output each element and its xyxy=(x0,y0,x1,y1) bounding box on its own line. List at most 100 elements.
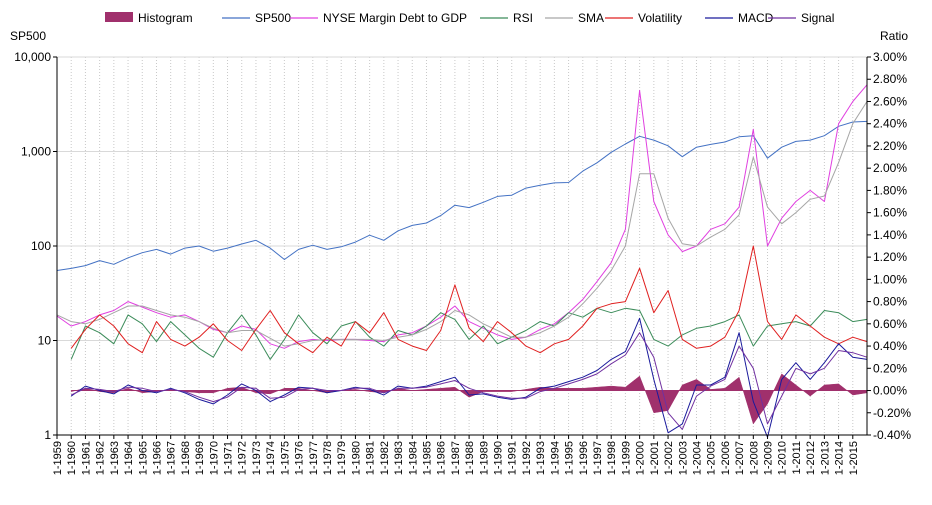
x-tick-label: 1-2013 xyxy=(819,441,831,475)
x-tick-label: 1-1983 xyxy=(393,441,405,475)
x-tick-label: 1-1985 xyxy=(421,441,433,475)
x-tick-label: 1-1972 xyxy=(237,441,249,475)
x-tick-label: 1-2009 xyxy=(763,441,775,475)
right-tick-label: 0.40% xyxy=(873,339,907,353)
x-tick-label: 1-2015 xyxy=(848,441,860,475)
x-tick-label: 1-1961 xyxy=(80,441,92,475)
left-tick-label: 1 xyxy=(44,428,51,442)
x-tick-label: 1-2003 xyxy=(677,441,689,475)
x-tick-label: 1-1960 xyxy=(66,441,78,475)
x-tick-label: 1-1995 xyxy=(564,441,576,475)
right-tick-label: 2.60% xyxy=(873,94,907,108)
right-tick-label: 1.00% xyxy=(873,272,907,286)
left-axis-title: SP500 xyxy=(10,29,46,43)
right-tick-label: 0.00% xyxy=(873,384,907,398)
x-tick-label: 1-1962 xyxy=(95,441,107,475)
x-tick-label: 1-1981 xyxy=(365,441,377,475)
x-tick-label: 1-1963 xyxy=(109,441,121,475)
x-tick-label: 1-2007 xyxy=(734,441,746,475)
right-tick-label: 2.40% xyxy=(873,117,907,131)
right-tick-label: 2.20% xyxy=(873,139,907,153)
x-tick-label: 1-1974 xyxy=(265,441,277,475)
x-tick-label: 1-1975 xyxy=(279,441,291,475)
x-tick-label: 1-2001 xyxy=(649,441,661,475)
right-axis-ticks: -0.40% -0.20% 0.00% 0.20% 0.40% 0.60% 0.80% 1.0… xyxy=(867,50,911,442)
left-tick-label: 10,000 xyxy=(14,50,51,64)
left-axis-ticks: 1 10 100 1,000 10,000 xyxy=(14,50,57,442)
right-tick-label: 3.00% xyxy=(873,50,907,64)
series-sma-line xyxy=(56,101,868,347)
x-tick-label: 1-1966 xyxy=(151,441,163,475)
x-tick-label: 1-1988 xyxy=(464,441,476,475)
x-tick-label: 1-1969 xyxy=(194,441,206,475)
legend-label: NYSE Margin Debt to GDP xyxy=(323,11,467,25)
right-tick-label: 1.40% xyxy=(873,228,907,242)
x-tick-label: 1-1999 xyxy=(620,441,632,475)
x-tick-label: 1-2005 xyxy=(706,441,718,475)
x-tick-label: 1-1968 xyxy=(180,441,192,475)
x-tick-label: 1-1970 xyxy=(208,441,220,475)
x-tick-label: 1-1979 xyxy=(336,441,348,475)
legend-swatch-histogram xyxy=(105,12,133,22)
x-tick-label: 1-2004 xyxy=(691,441,703,475)
x-axis-ticks: 1-1959 1-1960 1-1961 1-1962 1-1963 1-1964 1-19… xyxy=(52,435,860,475)
x-tick-label: 1-2010 xyxy=(777,441,789,475)
right-axis-title: Ratio xyxy=(880,29,908,43)
x-tick-label: 1-1990 xyxy=(493,441,505,475)
x-tick-label: 1-2000 xyxy=(635,441,647,475)
x-tick-label: 1-1964 xyxy=(123,441,135,475)
x-tick-label: 1-1967 xyxy=(166,441,178,475)
x-tick-label: 1-2002 xyxy=(663,441,675,475)
x-tick-label: 1-1986 xyxy=(436,441,448,475)
x-tick-label: 1-1977 xyxy=(308,441,320,475)
right-tick-label: 1.80% xyxy=(873,183,907,197)
x-tick-label: 1-2008 xyxy=(748,441,760,475)
x-tick-label: 1-1991 xyxy=(507,441,519,475)
x-tick-label: 1-1973 xyxy=(251,441,263,475)
series-rsi-line xyxy=(70,307,868,360)
right-tick-label: -0.20% xyxy=(873,406,911,420)
right-tick-label: -0.40% xyxy=(873,428,911,442)
right-tick-label: 0.20% xyxy=(873,361,907,375)
x-tick-label: 1-1959 xyxy=(52,441,64,475)
right-tick-label: 2.00% xyxy=(873,161,907,175)
grid-layer xyxy=(56,56,867,436)
legend-label: Signal xyxy=(801,11,834,25)
x-tick-label: 1-1971 xyxy=(223,441,235,475)
x-tick-label: 1-2011 xyxy=(791,441,803,474)
legend-label: Histogram xyxy=(138,11,193,25)
right-tick-label: 0.60% xyxy=(873,317,907,331)
x-tick-label: 1-1992 xyxy=(521,441,533,475)
x-tick-label: 1-1978 xyxy=(322,441,334,475)
x-tick-label: 1-1976 xyxy=(294,441,306,475)
right-tick-label: 1.60% xyxy=(873,206,907,220)
x-tick-label: 1-1980 xyxy=(350,441,362,475)
series-layer xyxy=(56,84,868,438)
right-tick-label: 2.80% xyxy=(873,72,907,86)
x-tick-label: 1-1987 xyxy=(450,441,462,475)
x-tick-label: 1-1982 xyxy=(379,441,391,475)
legend-label: MACD xyxy=(738,11,774,25)
series-volatility-line xyxy=(70,245,868,354)
series-macd-line xyxy=(70,317,868,438)
x-tick-label: 1-1994 xyxy=(549,441,561,475)
x-tick-label: 1-1993 xyxy=(535,441,547,475)
right-tick-label: 0.80% xyxy=(873,295,907,309)
x-tick-label: 1-2012 xyxy=(805,441,817,475)
legend-label: SMA xyxy=(578,11,604,25)
left-tick-label: 10 xyxy=(38,334,52,348)
x-tick-label: 1-1989 xyxy=(478,441,490,475)
legend-label: SP500 xyxy=(255,11,291,25)
series-nyse-margin-debt-to-gdp-line xyxy=(56,84,868,349)
series-signal-line xyxy=(70,332,868,430)
left-tick-label: 1,000 xyxy=(21,145,51,159)
legend: Histogram SP500 NYSE Margin Debt to GDP RSI… xyxy=(105,11,834,25)
legend-label: Volatility xyxy=(638,11,682,25)
x-tick-label: 1-2014 xyxy=(834,441,846,475)
x-tick-label: 1-1965 xyxy=(137,441,149,475)
x-tick-label: 1-1996 xyxy=(578,441,590,475)
legend-label: RSI xyxy=(513,11,533,25)
left-tick-label: 100 xyxy=(31,239,51,253)
